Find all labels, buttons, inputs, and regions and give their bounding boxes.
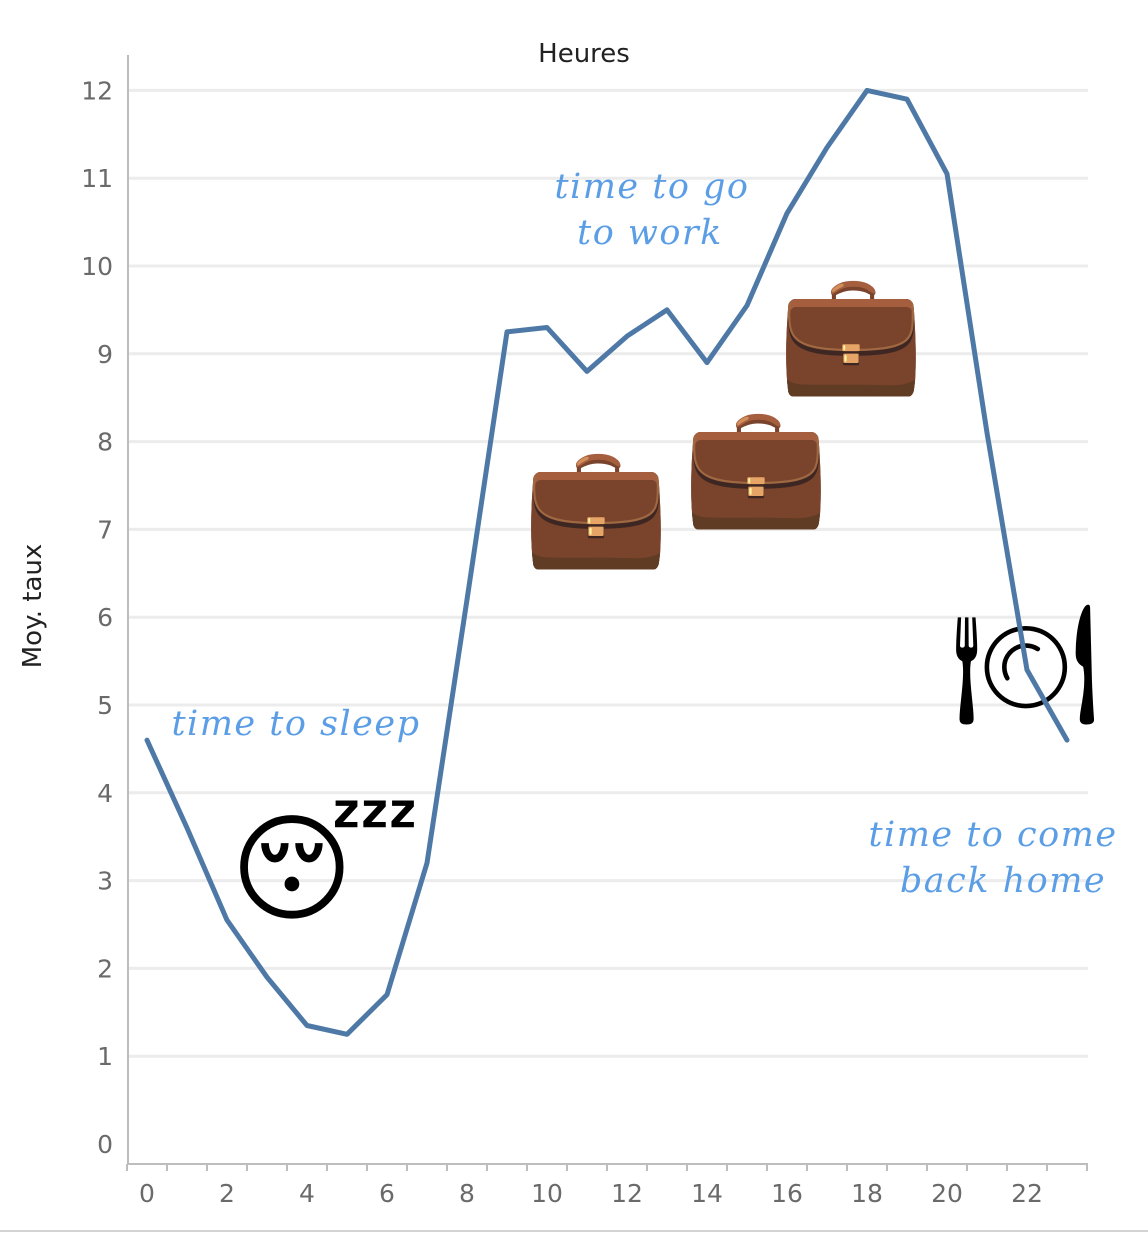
y-tick-label: 12 [81, 76, 113, 105]
series-line [144, 87, 1070, 1037]
annotation-home-line: time to come [868, 815, 1117, 855]
y-tick-label: 6 [97, 603, 113, 632]
y-tick-label: 3 [97, 867, 113, 896]
x-tick-label: 2 [219, 1179, 235, 1208]
y-tick-label: 4 [97, 779, 113, 808]
y-tick-label: 7 [97, 515, 113, 544]
y-tick-label: 9 [97, 340, 113, 369]
y-tick-label: 10 [81, 252, 113, 281]
annotation-work-line: time to go [554, 167, 749, 207]
annotation-sleep-line: time to sleep [171, 704, 420, 744]
x-tick-label: 12 [611, 1179, 643, 1208]
y-tick-label: 0 [97, 1130, 113, 1159]
x-tick-label: 18 [851, 1179, 883, 1208]
sleeping-face-icon: 😴 [230, 800, 419, 938]
x-axis-title: Heures [538, 39, 630, 69]
x-tick-label: 10 [531, 1179, 563, 1208]
briefcase-icon: 💼 [778, 262, 925, 400]
x-tick-label: 20 [931, 1179, 963, 1208]
x-tick-label: 6 [379, 1179, 395, 1208]
briefcase-icon: 💼 [523, 435, 670, 573]
y-tick-label: 1 [97, 1042, 113, 1071]
annotation-work-line: to work [577, 213, 723, 253]
y-tick-label: 11 [81, 164, 113, 193]
icons: 😴💼 💼💼🍽 [230, 262, 1100, 938]
y-axis-title: Moy. taux [18, 544, 48, 669]
x-tick-label: 16 [771, 1179, 803, 1208]
x-tick-label: 4 [299, 1179, 315, 1208]
y-tick-label: 8 [97, 428, 113, 457]
y-tick-label: 5 [97, 691, 113, 720]
x-tick-label: 0 [139, 1179, 155, 1208]
x-tick-label: 22 [1011, 1179, 1043, 1208]
annotation-home-line: back home [900, 861, 1106, 901]
briefcase-icon: 💼 [683, 395, 830, 533]
annotations: time to sleep time to go to work time to co… [171, 167, 1117, 901]
bottom-divider [0, 1230, 1148, 1232]
x-tick-label: 14 [691, 1179, 723, 1208]
x-tick-label: 8 [459, 1179, 475, 1208]
y-tick-label: 2 [97, 954, 113, 983]
